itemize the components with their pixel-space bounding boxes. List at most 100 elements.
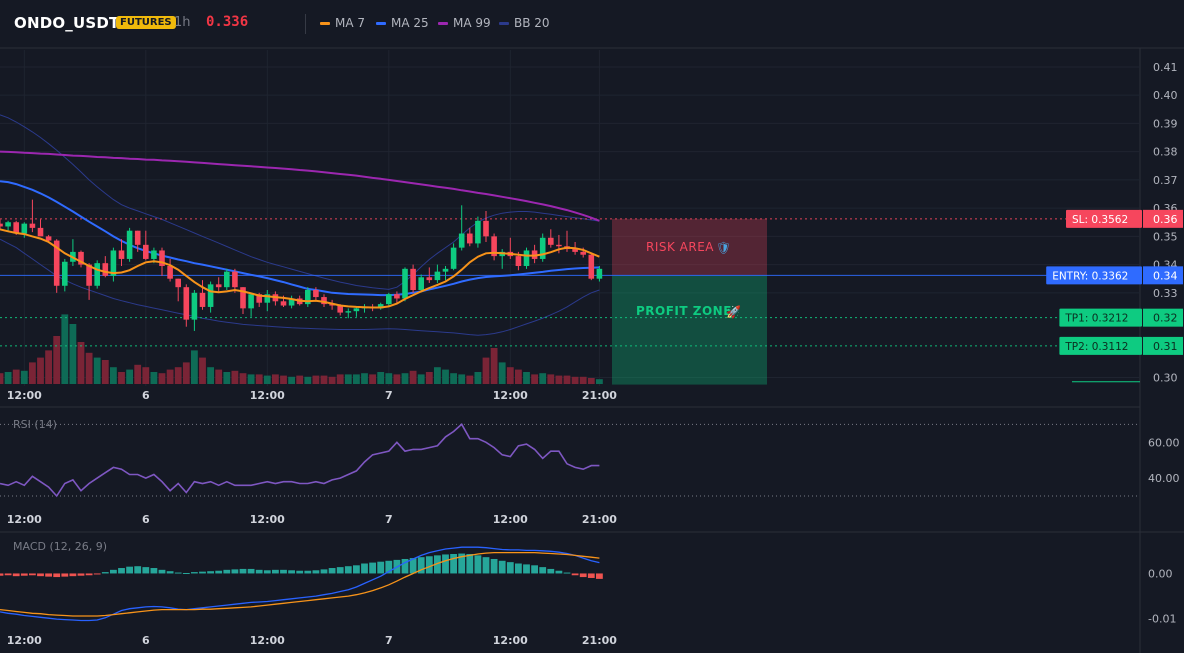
macd-histogram-bar <box>304 570 312 574</box>
risk-area-zone <box>612 218 767 276</box>
macd-histogram-bar <box>555 570 563 574</box>
volume-bar <box>207 367 214 384</box>
rsi-tick-label: 60.00 <box>1148 436 1180 449</box>
time-tick-label: 21:00 <box>582 634 617 647</box>
macd-line <box>0 546 600 622</box>
legend-ma25[interactable]: MA 25 <box>376 16 429 30</box>
macd-histogram-bar <box>353 565 360 574</box>
time-tick-label: 12:00 <box>250 389 285 402</box>
candle-body <box>288 298 295 306</box>
candle-body <box>596 268 603 279</box>
volume-bar <box>563 375 571 384</box>
candle-body <box>434 271 441 281</box>
candle-body <box>159 250 165 266</box>
price-tick-label: 0.38 <box>1153 146 1178 159</box>
candle-body <box>386 294 392 305</box>
level-badge-3[interactable] <box>1059 336 1142 355</box>
candle-body <box>0 223 3 227</box>
volume-bar <box>506 367 514 384</box>
macd-histogram-bar <box>336 567 344 574</box>
time-tick-label: 12:00 <box>493 389 528 402</box>
candle-body <box>572 249 578 252</box>
timeframe-label[interactable]: 1h <box>174 15 191 30</box>
macd-histogram-bar <box>417 557 425 574</box>
symbol-title[interactable]: ONDO_USDT <box>14 14 120 32</box>
macd-histogram-bar <box>4 573 12 576</box>
macd-histogram-bar <box>239 568 247 574</box>
legend-ma7[interactable]: MA 7 <box>320 16 365 30</box>
futures-badge: FUTURES <box>116 16 176 29</box>
volume-bar <box>409 370 417 384</box>
candle-body <box>539 237 546 259</box>
volume-bar <box>531 374 538 384</box>
volume-bar <box>417 374 425 384</box>
ma7-line <box>0 228 600 309</box>
macd-histogram-bar <box>579 573 587 578</box>
level-axis-label: 0.31 <box>1153 340 1178 353</box>
candle-body <box>345 311 352 313</box>
macd-histogram-bar <box>255 569 263 574</box>
candle-body <box>110 250 117 276</box>
macd-histogram-bar <box>458 553 466 574</box>
level-badge-2[interactable] <box>1059 308 1142 327</box>
macd-histogram-bar <box>0 573 4 576</box>
volume-bar <box>37 357 44 384</box>
macd-histogram-bar <box>223 569 231 574</box>
volume-bar <box>312 375 320 384</box>
level-badge-label: TP2: 0.3112 <box>1064 341 1128 353</box>
header-divider <box>305 14 306 34</box>
candle-body <box>86 264 92 286</box>
level-badge-0[interactable] <box>1066 209 1142 228</box>
volume-bar <box>328 376 336 384</box>
ma7-swatch <box>320 21 330 25</box>
macd-signal-line <box>0 551 600 617</box>
macd-histogram-bar <box>61 573 69 577</box>
candle-body <box>491 236 497 257</box>
time-tick-label: 6 <box>142 389 150 402</box>
macd-histogram-bar <box>296 570 304 574</box>
macd-histogram-bar <box>425 556 433 574</box>
bb20-swatch <box>499 21 509 25</box>
candle-body <box>418 277 424 290</box>
macd-histogram-bar <box>401 558 409 574</box>
candle-body <box>13 222 19 234</box>
volume-bar <box>118 372 125 384</box>
macd-histogram-bar <box>280 569 287 574</box>
macd-tick-label: -0.01 <box>1148 613 1176 626</box>
time-tick-label: 6 <box>142 634 150 647</box>
time-tick-label: 12:00 <box>250 513 285 526</box>
legend-ma99[interactable]: MA 99 <box>438 16 491 30</box>
macd-histogram-bar <box>12 573 20 577</box>
macd-histogram-bar <box>142 567 150 574</box>
level-badge-label: ENTRY: 0.3362 <box>1052 270 1128 282</box>
level-axis-tag-1 <box>1143 266 1183 285</box>
level-badge-1[interactable] <box>1046 266 1142 285</box>
candle-body <box>37 227 44 237</box>
candle-body <box>126 230 133 259</box>
price-tick-label: 0.33 <box>1153 287 1178 300</box>
volume-bar <box>377 372 385 384</box>
chart-header: ONDO_USDT FUTURES 1h 0.336 MA 7 MA 25 MA… <box>0 0 1184 48</box>
candle-body <box>191 292 198 320</box>
last-price: 0.336 <box>206 14 249 30</box>
macd-histogram-bar <box>166 571 174 574</box>
macd-histogram-bar <box>110 569 117 574</box>
volume-bar <box>231 370 239 384</box>
candle-body <box>45 236 52 241</box>
candle-body <box>337 305 343 313</box>
macd-histogram-bar <box>539 567 547 574</box>
time-tick-label: 7 <box>385 513 393 526</box>
volume-bar <box>93 357 101 384</box>
volume-bar <box>61 314 69 384</box>
legend-bb20[interactable]: BB 20 <box>499 16 550 30</box>
candle-body <box>580 251 586 255</box>
volume-bar <box>539 373 547 384</box>
macd-histogram-bar <box>596 573 603 579</box>
volume-bar <box>442 369 449 384</box>
level-badge-label: SL: 0.3562 <box>1072 214 1128 226</box>
price-tick-label: 0.30 <box>1153 372 1178 385</box>
volume-bar <box>523 372 530 384</box>
macd-tick-label: 0.00 <box>1148 567 1173 580</box>
volume-bar <box>69 324 77 384</box>
